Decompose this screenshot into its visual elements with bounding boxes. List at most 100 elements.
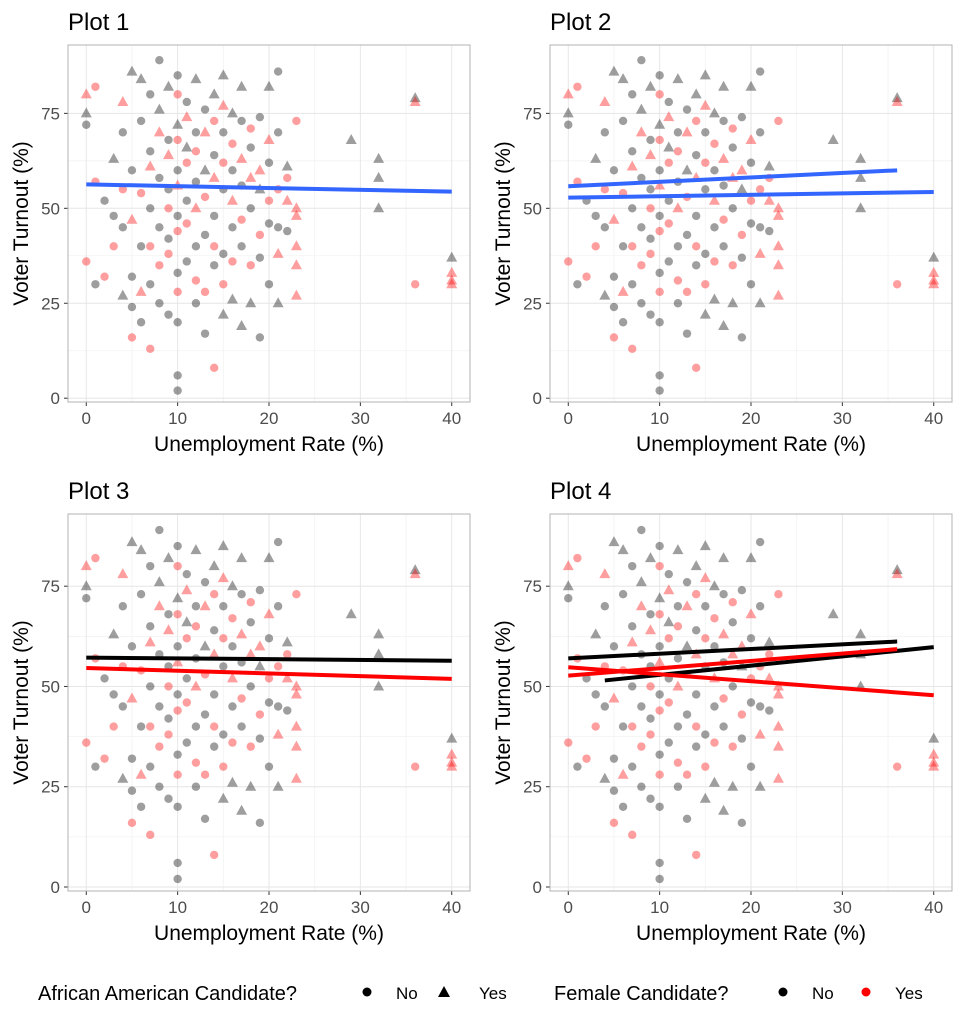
- data-point-circle: [719, 722, 728, 731]
- data-point-triangle: [172, 656, 184, 667]
- data-point-triangle: [891, 564, 903, 575]
- data-point-circle: [264, 762, 274, 771]
- data-point-circle: [146, 830, 155, 840]
- x-tick-label: 0: [82, 409, 91, 428]
- y-tick-label: 25: [41, 294, 60, 313]
- data-point-triangle: [272, 728, 284, 739]
- data-point-circle: [655, 706, 664, 715]
- data-point-circle: [655, 135, 664, 145]
- data-point-circle: [209, 242, 219, 251]
- data-point-triangle: [290, 688, 302, 699]
- data-point-circle: [146, 682, 155, 691]
- data-point-circle: [600, 602, 610, 611]
- data-point-circle: [755, 223, 765, 232]
- data-point-triangle: [144, 636, 156, 647]
- y-tick-label: 75: [41, 577, 60, 596]
- data-point-circle: [173, 642, 182, 651]
- data-point-circle: [109, 242, 118, 251]
- data-point-circle: [283, 650, 292, 659]
- data-point-circle: [628, 280, 637, 289]
- data-point-circle: [173, 166, 182, 175]
- x-tick-label: 30: [351, 898, 370, 917]
- data-point-circle: [246, 682, 255, 691]
- data-point-circle: [673, 147, 683, 156]
- data-point-triangle: [126, 692, 138, 703]
- data-point-circle: [628, 147, 637, 156]
- y-tick-label: 0: [51, 878, 60, 897]
- data-point-circle: [136, 242, 146, 251]
- data-point-circle: [655, 561, 664, 571]
- data-point-triangle: [236, 552, 248, 563]
- data-point-triangle: [117, 289, 129, 300]
- data-point-circle: [719, 116, 728, 126]
- data-point-circle: [682, 287, 692, 297]
- data-point-circle: [646, 185, 655, 194]
- data-point-triangle: [208, 88, 220, 99]
- shape-legend-title: African American Candidate?: [38, 983, 297, 1005]
- data-point-circle: [655, 71, 664, 80]
- data-point-triangle: [199, 126, 211, 137]
- color-legend-no-label: No: [812, 984, 834, 1003]
- data-point-circle: [209, 690, 219, 699]
- data-point-circle: [719, 590, 728, 599]
- data-point-circle: [710, 614, 719, 623]
- data-point-triangle: [708, 580, 720, 591]
- data-point-circle: [146, 147, 155, 156]
- data-point-triangle: [699, 308, 711, 319]
- data-point-circle: [746, 196, 756, 205]
- data-point-circle: [701, 634, 710, 643]
- data-point-triangle: [263, 552, 275, 563]
- data-point-circle: [155, 299, 164, 308]
- data-point-circle: [173, 71, 182, 80]
- data-point-circle: [246, 124, 255, 133]
- x-tick-label: 10: [168, 898, 187, 917]
- data-point-circle: [173, 135, 182, 145]
- data-point-circle: [136, 188, 146, 198]
- data-point-triangle: [718, 804, 730, 815]
- data-point-triangle: [645, 624, 656, 635]
- data-point-circle: [582, 754, 591, 763]
- data-point-circle: [200, 814, 210, 824]
- data-point-circle: [283, 706, 292, 715]
- data-point-circle: [255, 734, 265, 743]
- data-point-circle: [737, 818, 747, 828]
- data-point-circle: [410, 280, 420, 289]
- data-point-circle: [182, 196, 191, 205]
- data-point-circle: [109, 211, 118, 221]
- data-point-triangle: [645, 149, 656, 160]
- data-point-circle: [646, 310, 655, 319]
- data-point-circle: [264, 634, 274, 643]
- shape-legend-triangle-key: [438, 986, 450, 997]
- data-point-circle: [255, 112, 265, 122]
- data-point-circle: [774, 116, 783, 126]
- data-point-triangle: [855, 202, 867, 213]
- data-point-circle: [155, 223, 164, 232]
- data-point-triangle: [772, 240, 784, 251]
- data-point-circle: [737, 586, 747, 595]
- data-point-triangle: [928, 274, 940, 285]
- data-point-circle: [637, 525, 646, 535]
- data-point-triangle: [135, 544, 147, 555]
- data-point-circle: [246, 742, 255, 751]
- data-point-triangle: [745, 133, 757, 144]
- data-point-triangle: [599, 95, 611, 106]
- data-point-triangle: [827, 608, 839, 619]
- data-point-triangle: [373, 648, 385, 659]
- data-point-circle: [628, 561, 637, 571]
- data-point-circle: [219, 280, 228, 289]
- data-point-circle: [155, 55, 164, 65]
- data-point-circle: [637, 173, 646, 183]
- data-point-circle: [246, 261, 255, 270]
- data-point-triangle: [645, 80, 656, 91]
- data-point-triangle: [290, 720, 302, 731]
- data-point-triangle: [699, 792, 711, 803]
- data-point-circle: [292, 590, 301, 599]
- data-point-circle: [173, 858, 182, 868]
- data-point-circle: [255, 818, 265, 828]
- data-point-triangle: [263, 80, 275, 91]
- data-point-circle: [273, 602, 283, 611]
- data-point-circle: [728, 598, 737, 607]
- data-point-circle: [618, 318, 628, 327]
- x-axis-title: Unemployment Rate (%): [636, 433, 866, 456]
- data-point-circle: [628, 830, 637, 840]
